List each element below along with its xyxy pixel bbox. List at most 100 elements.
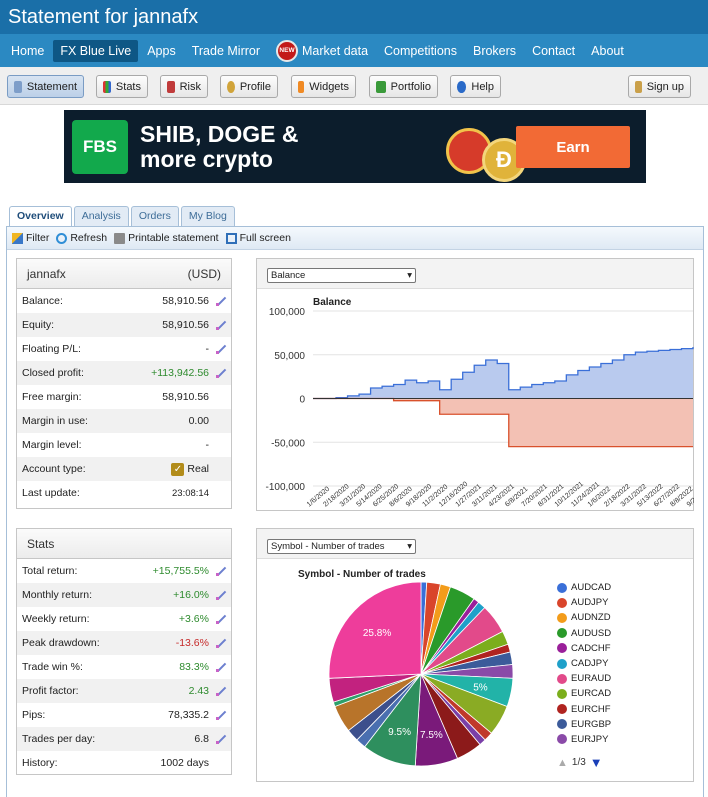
nav-label: Brokers xyxy=(472,43,517,58)
account-panel-header: jannafx (USD) xyxy=(17,259,231,289)
series-line-0 xyxy=(313,346,694,400)
profile-icon xyxy=(227,80,235,93)
edit-pen-icon[interactable] xyxy=(215,613,227,625)
balance-select-value: Balance xyxy=(271,270,306,281)
stat-label: Monthly return: xyxy=(22,589,93,601)
legend-dot-icon xyxy=(557,658,567,669)
edit-pen-icon[interactable] xyxy=(215,661,227,673)
nav-item-market-data[interactable]: NEW Market data xyxy=(269,36,375,66)
account-rows: Balance: 58,910.56 Equity: 58,910.56 Floatin… xyxy=(17,289,231,505)
widgets-button[interactable]: Widgets xyxy=(291,75,356,98)
legend-item[interactable]: EURCHF xyxy=(557,702,611,717)
edit-pen-icon[interactable] xyxy=(215,367,227,379)
legend-item[interactable]: CADJPY xyxy=(557,656,611,671)
edit-pen-icon[interactable] xyxy=(215,295,227,307)
earn-button[interactable]: Earn xyxy=(516,126,630,168)
account-name: jannafx xyxy=(27,266,66,281)
risk-button[interactable]: Risk xyxy=(160,75,208,98)
pie-slice-label: 5% xyxy=(473,682,488,693)
main-nav: Home FX Blue Live Apps Trade Mirror NEW Marke… xyxy=(0,34,708,67)
statement-toolbar: Statement Stats Risk Profile Widgets Por… xyxy=(0,67,708,105)
legend-pager: ▲ 1/3 ▼ xyxy=(557,755,603,770)
stat-label: Trade win %: xyxy=(22,661,83,673)
stats-panel-header: Stats xyxy=(17,529,231,559)
nav-label: Home xyxy=(11,43,45,58)
full-screen-icon xyxy=(225,232,237,244)
statement-icon xyxy=(14,80,22,93)
stat-row: History: 1002 days xyxy=(17,751,231,775)
nav-item-competitions[interactable]: Competitions xyxy=(377,40,464,62)
account-panel: jannafx (USD) Balance: 58,910.56 Equity: 58… xyxy=(16,258,232,509)
symbol-pie-chart: Symbol - Number of trades 5% 7.5% 9.5% 25.8% xyxy=(298,569,514,767)
help-button[interactable]: Help xyxy=(450,75,501,98)
nav-item-contact[interactable]: Contact xyxy=(525,40,582,62)
nav-item-apps[interactable]: Apps xyxy=(140,40,183,62)
ad-banner[interactable]: FBS SHIB, DOGE & more crypto Ð Earn xyxy=(64,110,646,183)
legend-item[interactable]: EURCAD xyxy=(557,686,611,701)
edit-pen-icon[interactable] xyxy=(215,565,227,577)
stat-value: -13.6% xyxy=(175,637,209,649)
edit-pen-icon[interactable] xyxy=(215,637,227,649)
edit-pen-icon[interactable] xyxy=(215,343,227,355)
legend-item[interactable]: AUDJPY xyxy=(557,595,611,610)
refresh-button[interactable]: Refresh xyxy=(56,232,107,244)
refresh-label: Refresh xyxy=(70,232,108,244)
full-screen-button[interactable]: Full screen xyxy=(225,232,291,244)
nav-label: Competitions xyxy=(384,43,457,58)
pie-slice-label: 9.5% xyxy=(388,727,411,738)
pager-up-icon[interactable]: ▲ xyxy=(557,756,568,769)
legend-item[interactable]: AUDNZD xyxy=(557,610,611,625)
stats-button[interactable]: Stats xyxy=(96,75,148,98)
edit-pen-icon[interactable] xyxy=(215,709,227,721)
printable-statement-button[interactable]: Printable statement xyxy=(114,232,219,244)
stat-row: Monthly return: +16.0% xyxy=(17,583,231,607)
portfolio-icon xyxy=(376,80,386,93)
tab-overview[interactable]: Overview xyxy=(9,206,72,227)
y-tick-label: -100,000 xyxy=(266,482,306,493)
tab-orders[interactable]: Orders xyxy=(130,206,179,226)
rss-icon xyxy=(298,80,305,93)
edit-pen-icon[interactable] xyxy=(215,319,227,331)
nav-label: About xyxy=(591,43,624,58)
y-tick-label: 0 xyxy=(299,395,305,406)
stat-row: Free margin: 58,910.56 xyxy=(17,385,231,409)
sign-up-button[interactable]: Sign up xyxy=(628,75,691,98)
tab-analysis[interactable]: Analysis xyxy=(73,206,129,226)
pager-down-icon[interactable]: ▼ xyxy=(589,755,603,770)
risk-label: Risk xyxy=(179,80,201,93)
legend-item[interactable]: CADCHF xyxy=(557,641,611,656)
nav-item-trade-mirror[interactable]: Trade Mirror xyxy=(185,40,267,62)
edit-pen-icon[interactable] xyxy=(215,589,227,601)
stat-row: Closed profit: +113,942.56 xyxy=(17,361,231,385)
stats-title: Stats xyxy=(27,536,55,551)
legend-item[interactable]: EURGBP xyxy=(557,717,611,732)
legend-item[interactable]: AUDUSD xyxy=(557,626,611,641)
content-frame xyxy=(6,226,704,797)
bar-chart-icon xyxy=(103,80,111,93)
stat-value: - xyxy=(205,343,210,355)
stat-value: 6.8 xyxy=(194,733,209,745)
profile-button[interactable]: Profile xyxy=(220,75,278,98)
edit-pen-icon[interactable] xyxy=(215,685,227,697)
legend-item[interactable]: EURJPY xyxy=(557,732,611,747)
edit-pen-icon[interactable] xyxy=(215,733,227,745)
portfolio-button[interactable]: Portfolio xyxy=(369,75,438,98)
symbol-select[interactable]: Symbol - Number of trades ▾ xyxy=(267,539,416,554)
stat-value: Real xyxy=(187,463,209,475)
nav-item-brokers[interactable]: Brokers xyxy=(466,40,523,62)
stat-label: Account type: xyxy=(22,463,86,475)
legend-dot-icon xyxy=(557,628,567,639)
pie-chart-title: Symbol - Number of trades xyxy=(298,569,426,580)
filter-button[interactable]: Filter xyxy=(12,232,49,244)
balance-select[interactable]: Balance ▾ xyxy=(267,268,416,283)
legend-item[interactable]: EURAUD xyxy=(557,671,611,686)
nav-item-fx-blue-live[interactable]: FX Blue Live xyxy=(53,39,139,62)
nav-item-home[interactable]: Home xyxy=(4,40,51,62)
printer-icon xyxy=(114,232,126,244)
legend-item[interactable]: AUDCAD xyxy=(557,580,611,595)
statement-button[interactable]: Statement xyxy=(7,75,84,98)
nav-item-about[interactable]: About xyxy=(584,40,631,62)
tab-my-blog[interactable]: My Blog xyxy=(180,206,235,226)
y-tick-label: -50,000 xyxy=(271,438,305,449)
